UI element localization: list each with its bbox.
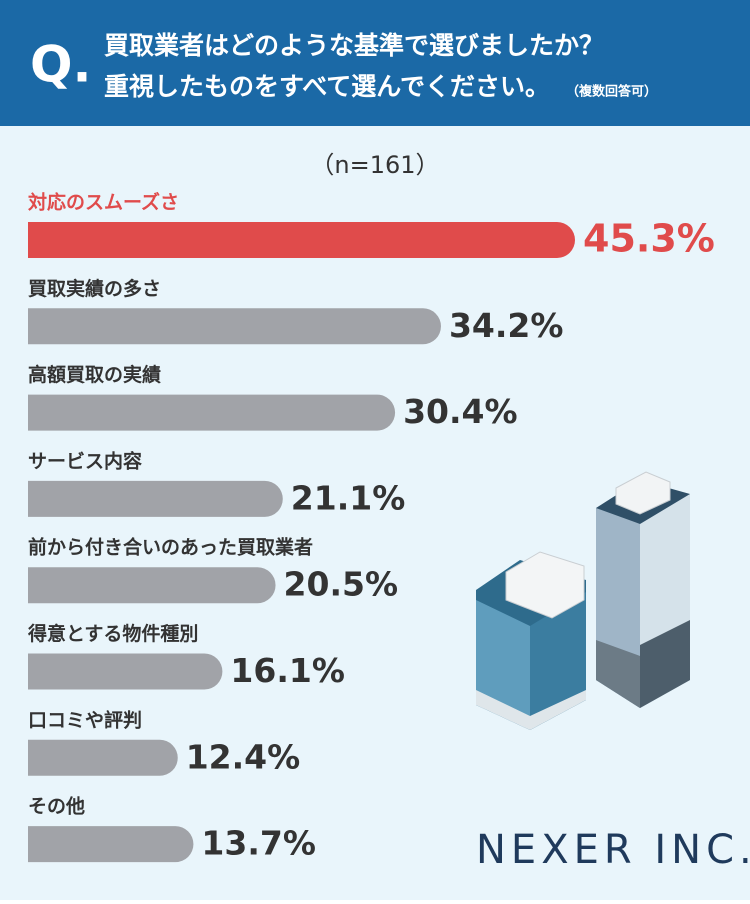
value-label: 13.7%	[201, 824, 316, 863]
category-label: 買取実績の多さ	[28, 277, 161, 300]
category-label: サービス内容	[28, 449, 142, 472]
bar	[28, 308, 441, 345]
value-label: 21.1%	[291, 478, 406, 517]
logo: NEXER INC.	[476, 827, 750, 873]
value-label: 20.5%	[284, 565, 399, 604]
category-label: 高額買取の実績	[28, 363, 161, 386]
bar	[28, 394, 396, 431]
bar	[28, 739, 178, 776]
bar	[28, 222, 575, 258]
bar	[28, 567, 276, 604]
category-label: 口コミや評判	[28, 708, 142, 731]
value-label: 30.4%	[403, 392, 518, 431]
bar	[28, 480, 283, 517]
category-label: 対応のスムーズさ	[27, 191, 179, 214]
question-line: 重視したものをすべて選んでください。	[104, 72, 550, 101]
value-label: 16.1%	[230, 651, 345, 690]
category-label: 得意とする物件種別	[27, 622, 198, 645]
bar	[28, 653, 223, 690]
value-label: 34.2%	[449, 306, 564, 345]
q-mark: Q.	[30, 36, 92, 94]
question-line: 買取業者はどのような基準で選びましたか？	[104, 31, 604, 60]
buildings	[476, 471, 690, 730]
value-label: 12.4%	[186, 737, 301, 776]
category-label: 前から付き合いのあった買取業者	[28, 536, 313, 559]
question-note: （複数回答可）	[566, 84, 657, 100]
category-label: その他	[28, 795, 85, 818]
value-label: 45.3%	[583, 217, 715, 261]
sample-size: （n=161）	[310, 151, 439, 179]
bar	[28, 826, 194, 863]
header-band	[0, 0, 750, 126]
